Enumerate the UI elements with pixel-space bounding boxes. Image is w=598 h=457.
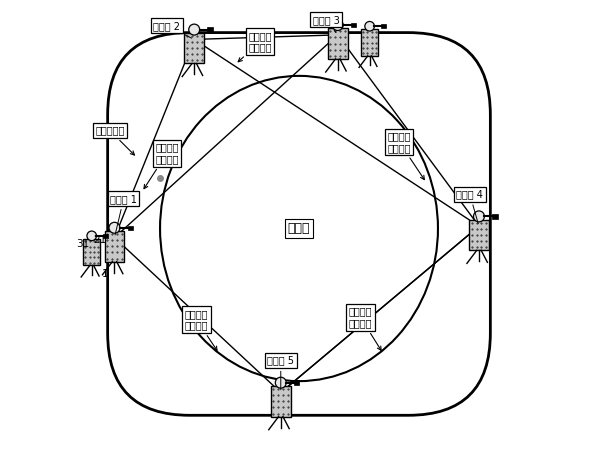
Circle shape <box>189 24 200 35</box>
Text: 两倍最佳
扫描半径: 两倍最佳 扫描半径 <box>349 307 381 351</box>
Text: 两倍最佳
扫描半径: 两倍最佳 扫描半径 <box>388 131 425 180</box>
FancyBboxPatch shape <box>469 220 489 250</box>
Text: 塌陷区: 塌陷区 <box>288 222 310 235</box>
Text: 两倍最佳
扫描半径: 两倍最佳 扫描半径 <box>185 309 217 351</box>
FancyBboxPatch shape <box>351 23 356 27</box>
FancyBboxPatch shape <box>361 29 378 56</box>
Text: 两倍最佳
扫描半径: 两倍最佳 扫描半径 <box>238 31 272 62</box>
FancyBboxPatch shape <box>208 27 213 32</box>
Circle shape <box>365 21 374 31</box>
FancyBboxPatch shape <box>328 28 347 59</box>
FancyBboxPatch shape <box>105 231 124 262</box>
Text: 测站点 3: 测站点 3 <box>313 15 340 32</box>
Text: 测站点 4: 测站点 4 <box>456 189 483 223</box>
FancyBboxPatch shape <box>271 386 291 417</box>
FancyBboxPatch shape <box>184 33 204 64</box>
Text: 测站点 2: 测站点 2 <box>153 21 192 38</box>
FancyBboxPatch shape <box>381 24 386 28</box>
Circle shape <box>275 377 286 388</box>
Text: 塌陷区边界: 塌陷区边界 <box>95 126 135 155</box>
Circle shape <box>87 231 96 241</box>
Circle shape <box>474 211 484 222</box>
Text: 测站点 1: 测站点 1 <box>110 194 137 235</box>
FancyBboxPatch shape <box>294 381 300 385</box>
Text: 1: 1 <box>102 269 109 279</box>
Text: 21: 21 <box>93 235 106 245</box>
FancyBboxPatch shape <box>127 226 133 230</box>
Circle shape <box>109 222 120 233</box>
Text: 两倍最佳
扫描半径: 两倍最佳 扫描半径 <box>144 143 179 189</box>
Circle shape <box>332 20 343 31</box>
FancyBboxPatch shape <box>492 214 498 218</box>
FancyBboxPatch shape <box>83 239 100 266</box>
FancyBboxPatch shape <box>103 234 108 238</box>
Text: 31: 31 <box>76 239 89 250</box>
Text: 测站点 5: 测站点 5 <box>267 356 294 390</box>
